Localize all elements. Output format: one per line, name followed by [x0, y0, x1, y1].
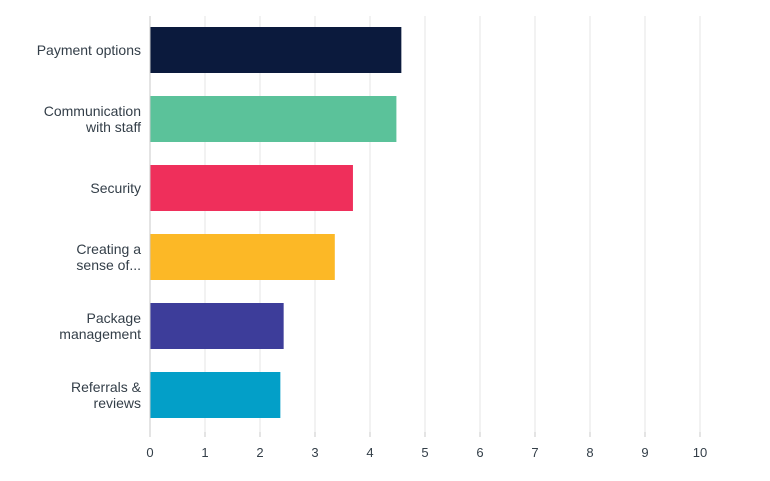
x-tick-label: 10	[693, 445, 707, 460]
bar	[150, 27, 402, 73]
category-label: Creating a sense of...	[76, 241, 141, 273]
bar	[150, 165, 353, 211]
bars	[150, 27, 402, 418]
category-labels: Payment options Communication with staff Se…	[37, 42, 142, 411]
x-tick-label: 8	[586, 445, 593, 460]
x-tick-label: 6	[476, 445, 483, 460]
x-tick-labels: 0 1 2 3 4 5 6 7 8 9 10	[146, 445, 707, 460]
x-tick-label: 4	[366, 445, 373, 460]
bar	[150, 372, 281, 418]
x-tick-label: 9	[641, 445, 648, 460]
x-tick-label: 3	[311, 445, 318, 460]
category-label: Package management	[59, 310, 141, 342]
bar	[150, 303, 284, 349]
category-label: Referrals & reviews	[71, 379, 142, 411]
category-label: Security	[90, 180, 141, 196]
x-tick-label: 5	[421, 445, 428, 460]
x-tick-label: 1	[201, 445, 208, 460]
x-tick-label: 2	[256, 445, 263, 460]
category-label: Communication with staff	[44, 103, 141, 135]
x-tick-label: 7	[531, 445, 538, 460]
grid-lines	[149, 16, 701, 437]
category-label: Payment options	[37, 42, 141, 58]
bar	[150, 96, 397, 142]
x-tick-label: 0	[146, 445, 153, 460]
bar	[150, 234, 335, 280]
